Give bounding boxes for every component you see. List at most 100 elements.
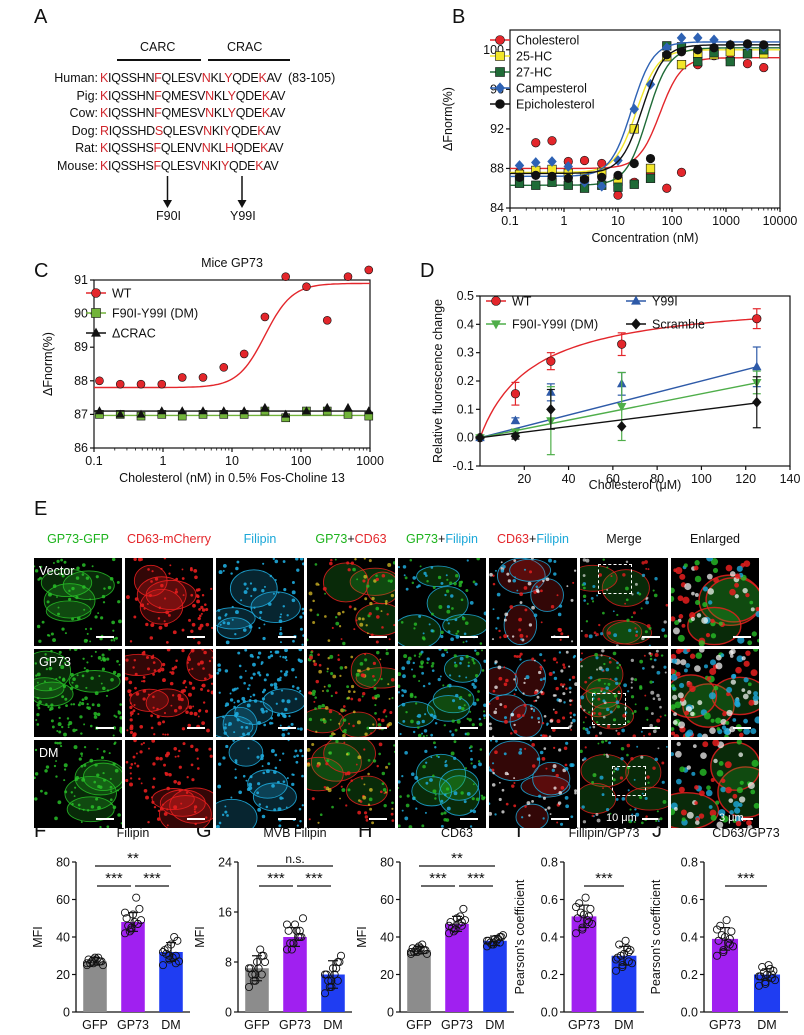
cell-body bbox=[489, 740, 541, 782]
fluorescent-puncta bbox=[652, 766, 656, 770]
fluorescent-puncta bbox=[399, 732, 402, 736]
fluorescent-puncta bbox=[323, 785, 327, 789]
fluorescent-puncta bbox=[229, 698, 234, 702]
fluorescent-puncta bbox=[152, 661, 156, 664]
fluorescent-puncta bbox=[743, 560, 751, 567]
fluorescent-puncta bbox=[376, 764, 379, 768]
fluorescent-puncta bbox=[407, 656, 412, 661]
fluorescent-puncta bbox=[540, 621, 543, 624]
fluorescent-puncta bbox=[390, 579, 393, 583]
fluorescent-puncta bbox=[542, 579, 545, 583]
cell-body bbox=[515, 803, 549, 828]
fluorescent-puncta bbox=[689, 612, 696, 619]
y-tick-label: 80 bbox=[380, 856, 394, 870]
fluorescent-puncta bbox=[171, 694, 175, 697]
fluorescent-puncta bbox=[106, 825, 110, 828]
fluorescent-puncta bbox=[392, 561, 395, 565]
data-point bbox=[330, 970, 339, 979]
fluorescent-puncta bbox=[260, 700, 263, 703]
fluorescent-puncta bbox=[562, 716, 566, 720]
data-point bbox=[125, 927, 134, 936]
x-tick-label: 20 bbox=[517, 472, 531, 486]
fluorescent-puncta bbox=[262, 562, 265, 565]
fluorescent-puncta bbox=[98, 675, 101, 678]
fluorescent-puncta bbox=[129, 711, 134, 716]
fluorescent-puncta bbox=[408, 825, 413, 828]
mutation-arrows bbox=[163, 176, 247, 208]
fluorescent-puncta bbox=[308, 717, 313, 722]
fluorescent-puncta bbox=[446, 651, 449, 654]
chart-title: Mice GP73 bbox=[201, 256, 263, 270]
fluorescent-puncta bbox=[422, 764, 426, 769]
fluorescent-puncta bbox=[401, 694, 405, 697]
fluorescent-puncta bbox=[168, 572, 171, 575]
fluorescent-puncta bbox=[706, 785, 711, 791]
fluorescent-puncta bbox=[277, 591, 280, 594]
fluorescent-puncta bbox=[229, 692, 232, 695]
microscopy-column-header: GP73-GFP bbox=[47, 532, 109, 546]
fluorescent-puncta bbox=[311, 797, 315, 801]
fluorescent-puncta bbox=[583, 709, 586, 712]
data-point bbox=[629, 103, 639, 115]
fluorescent-puncta bbox=[418, 665, 422, 668]
fluorescent-puncta bbox=[454, 663, 458, 668]
fluorescent-puncta bbox=[281, 699, 285, 703]
fluorescent-puncta bbox=[377, 723, 382, 727]
fluorescent-puncta bbox=[636, 745, 639, 748]
fluorescent-puncta bbox=[646, 624, 651, 628]
fluorescent-puncta bbox=[129, 730, 134, 735]
fluorescent-puncta bbox=[308, 818, 311, 821]
fluorescent-puncta bbox=[654, 577, 658, 581]
fluorescent-puncta bbox=[125, 778, 129, 783]
fluorescent-puncta bbox=[412, 796, 416, 801]
fluorescent-puncta bbox=[198, 709, 201, 713]
fluorescent-puncta bbox=[513, 693, 516, 696]
fluorescent-puncta bbox=[201, 683, 206, 688]
fluorescent-puncta bbox=[249, 695, 252, 698]
fluorescent-puncta bbox=[355, 672, 360, 677]
fluorescent-puncta bbox=[206, 689, 210, 693]
fluorescent-puncta bbox=[126, 729, 129, 732]
fluorescent-puncta bbox=[533, 690, 538, 695]
fluorescent-puncta bbox=[287, 740, 290, 742]
data-point bbox=[136, 409, 146, 418]
fluorescent-puncta bbox=[211, 656, 213, 659]
fluorescent-puncta bbox=[185, 710, 189, 715]
fluorescent-puncta bbox=[671, 727, 675, 731]
cell-body bbox=[514, 659, 547, 697]
fluorescent-puncta bbox=[134, 672, 138, 676]
fluorescent-puncta bbox=[412, 661, 415, 665]
data-point bbox=[136, 379, 146, 389]
fluorescent-puncta bbox=[167, 613, 171, 617]
fluorescent-puncta bbox=[186, 661, 189, 664]
fluorescent-puncta bbox=[142, 679, 146, 683]
fluorescent-puncta bbox=[652, 681, 655, 683]
data-point bbox=[712, 951, 722, 960]
fluorescent-puncta bbox=[315, 679, 319, 684]
fluorescent-puncta bbox=[406, 794, 410, 798]
fluorescent-puncta bbox=[553, 560, 557, 563]
fluorescent-puncta bbox=[656, 670, 661, 675]
microscopy-column-header: Filipin bbox=[243, 532, 277, 546]
fluorescent-puncta bbox=[421, 671, 425, 675]
fluorescent-puncta bbox=[63, 560, 67, 564]
data-point bbox=[122, 914, 131, 923]
fluorescent-puncta bbox=[256, 655, 260, 659]
fluorescent-puncta bbox=[348, 722, 351, 725]
cell-body bbox=[40, 568, 93, 598]
fluorescent-puncta bbox=[358, 799, 361, 802]
fluorescent-puncta bbox=[471, 797, 475, 801]
fluorescent-puncta bbox=[350, 561, 355, 565]
fluorescent-puncta bbox=[150, 655, 155, 660]
fluorescent-puncta bbox=[199, 660, 204, 665]
carc-bar bbox=[117, 59, 201, 61]
fluorescent-puncta bbox=[483, 611, 486, 616]
fluorescent-puncta bbox=[112, 629, 115, 632]
fluorescent-puncta bbox=[632, 734, 637, 737]
fluorescent-puncta bbox=[518, 750, 523, 755]
data-point bbox=[616, 403, 627, 412]
fluorescent-puncta bbox=[478, 722, 483, 727]
fluorescent-puncta bbox=[720, 786, 726, 793]
fluorescent-puncta bbox=[57, 722, 62, 727]
fluorescent-puncta bbox=[63, 732, 67, 737]
